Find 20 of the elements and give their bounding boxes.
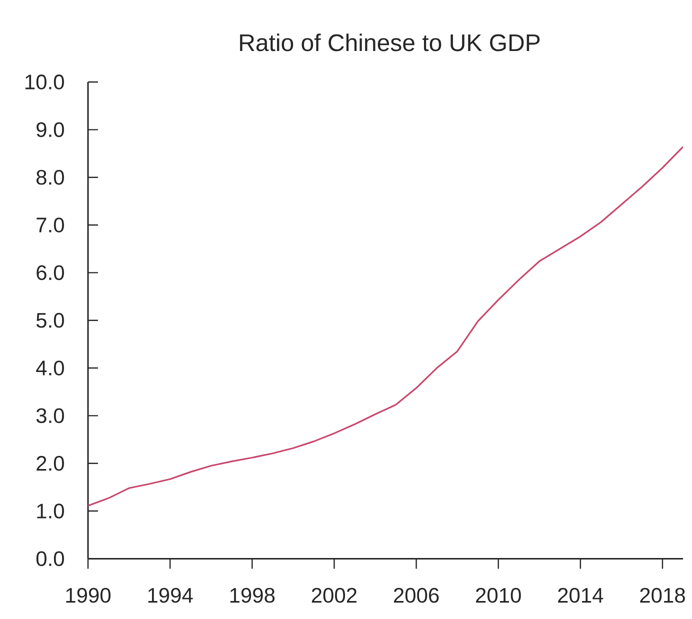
x-tick-label: 1990: [66, 588, 111, 603]
x-tick-label: 2018: [640, 588, 685, 603]
y-tick-label: 0.0: [36, 551, 64, 566]
x-tick-label: 1994: [148, 588, 193, 603]
y-tick-label: 8.0: [36, 170, 64, 185]
y-tick-label: 9.0: [36, 122, 64, 138]
y-tick-label: 3.0: [36, 408, 64, 424]
x-tick-label: 2014: [558, 588, 604, 603]
y-tick-label: 1.0: [37, 504, 64, 518]
x-tick-label: 2002: [312, 588, 356, 603]
y-tick-label: 5.0: [36, 312, 64, 328]
x-tick-label: 2006: [394, 588, 439, 603]
x-tick-label: 2010: [476, 588, 521, 603]
y-tick-label: 10.0: [26, 74, 64, 90]
y-tick-label: 4.0: [36, 360, 64, 376]
y-tick-label: 7.0: [36, 218, 64, 232]
y-tick-label: 6.0: [36, 265, 64, 280]
y-tick-label: 2.0: [36, 456, 64, 471]
chart-title: Ratio of Chinese to UK GDP: [240, 34, 540, 52]
x-tick-label: 1998: [230, 588, 275, 603]
